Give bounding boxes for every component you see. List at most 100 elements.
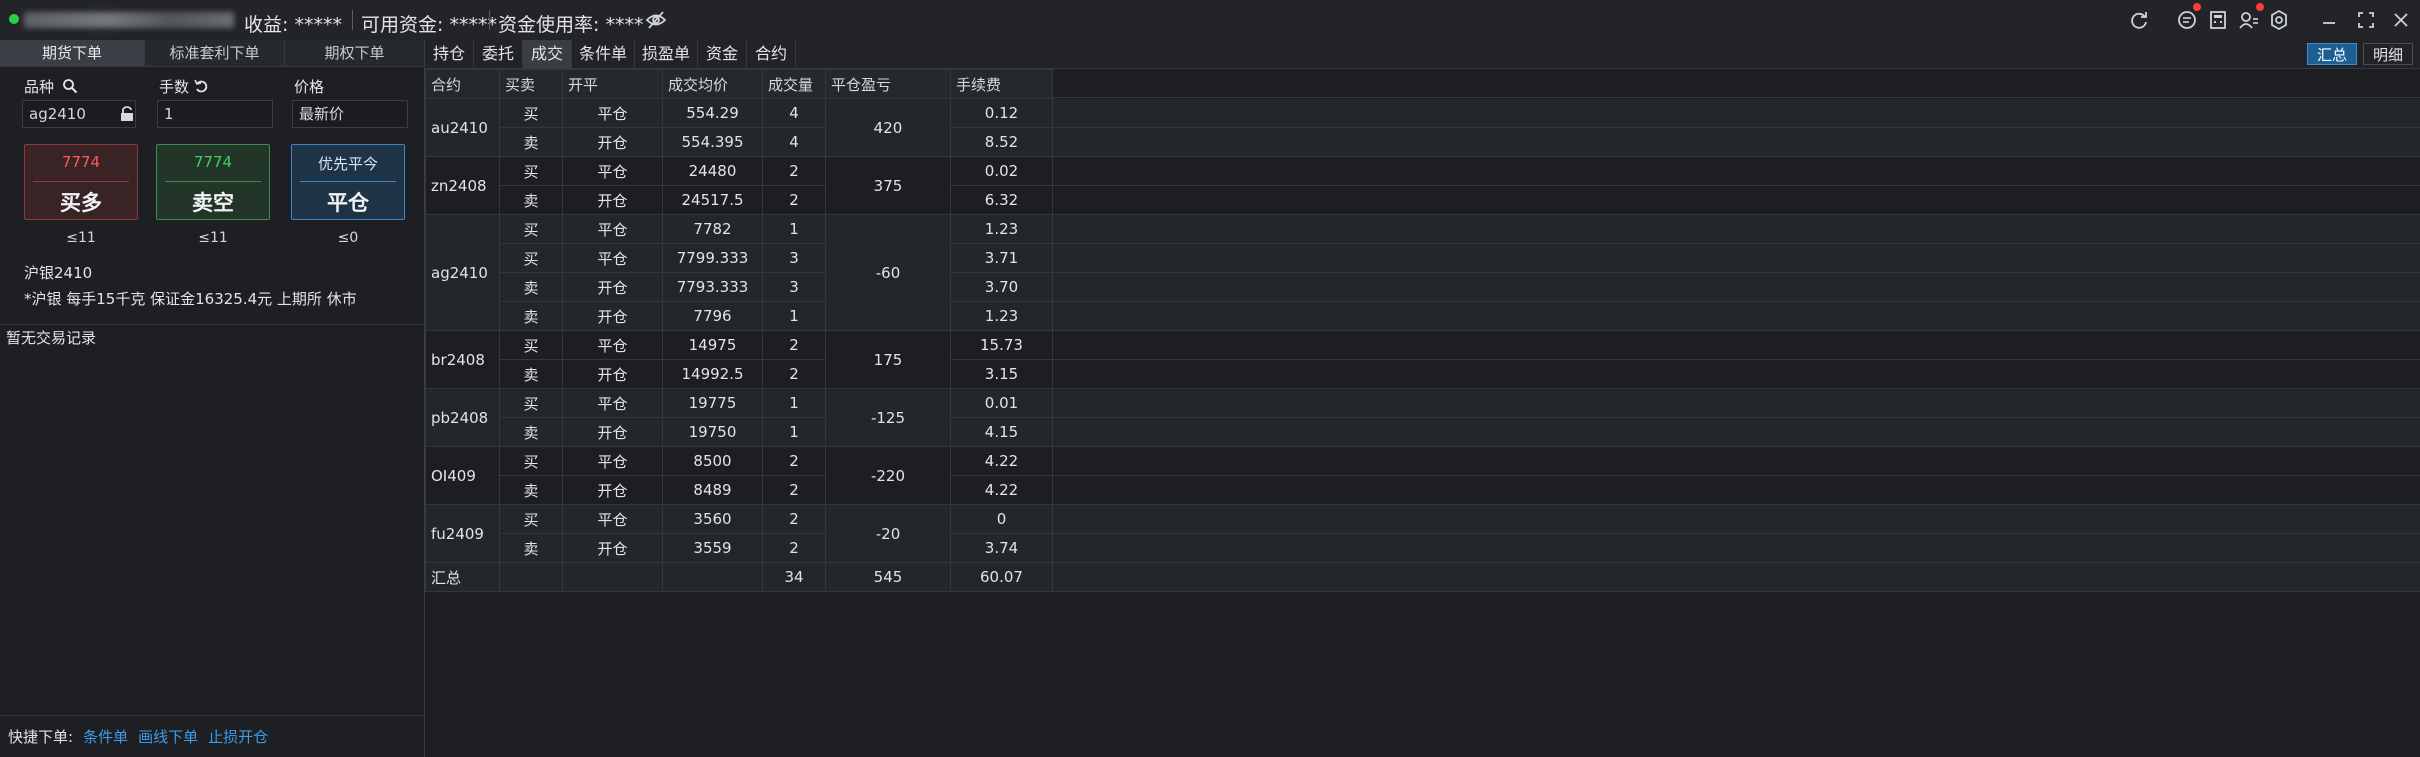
button-divider	[33, 181, 129, 182]
fee-cell: 6.32	[950, 185, 1053, 215]
table-row[interactable]: 卖开仓 19750 1 4.15	[426, 417, 1053, 447]
buy-price: 7774	[61, 153, 101, 171]
contract-cell: ag2410	[425, 214, 500, 331]
table-row[interactable]: 卖开仓 14992.5 2 3.15	[426, 359, 1053, 389]
profit-label: 收益: *****	[244, 14, 342, 36]
close-pnl-cell: -125	[825, 388, 951, 447]
column-header[interactable]: 成交量	[762, 69, 826, 99]
close-pnl-cell: -220	[825, 446, 951, 505]
avg-price-cell: 24517.5	[662, 185, 763, 215]
panel-divider	[0, 715, 424, 716]
avg-price-cell: 554.395	[662, 127, 763, 157]
fee-cell: 15.73	[950, 330, 1053, 360]
open-close-cell: 平仓	[562, 156, 663, 186]
sell-short-label: 卖空	[192, 191, 234, 215]
tab-arbitrage-order[interactable]: 标准套利下单	[145, 40, 285, 66]
table-row[interactable]: 卖开仓 3559 2 3.74	[426, 533, 1053, 563]
row-extension	[1053, 330, 2420, 360]
settings-gear-icon[interactable]	[2268, 9, 2290, 31]
tab-trades[interactable]: 成交	[523, 40, 572, 68]
side-cell: 卖	[499, 272, 563, 302]
table-row[interactable]: 卖开仓 8489 2 4.22	[426, 475, 1053, 505]
tab-orders[interactable]: 委托	[474, 40, 523, 68]
hide-eye-icon[interactable]	[645, 9, 667, 31]
column-header[interactable]: 开平	[562, 69, 663, 99]
column-header[interactable]: 成交均价	[662, 69, 763, 99]
column-header[interactable]: 买卖	[499, 69, 563, 99]
side-cell: 买	[499, 388, 563, 418]
variety-input[interactable]: ag2410	[22, 100, 136, 128]
row-extension	[1053, 98, 2420, 128]
volume-cell: 4	[762, 98, 826, 128]
calculator-icon[interactable]	[2207, 9, 2229, 31]
table-row[interactable]: pb2408 买平仓 19775 1 -125 0.01	[425, 388, 1053, 447]
detail-view-button[interactable]: 明细	[2363, 43, 2413, 65]
close-icon[interactable]	[2390, 9, 2412, 31]
table-row[interactable]: zn2408 买平仓 24480 2 375 0.02	[425, 156, 1053, 215]
column-header[interactable]: 手续费	[950, 69, 1053, 99]
quick-link-conditional[interactable]: 条件单	[83, 728, 129, 746]
table-row[interactable]: br2408 买平仓 14975 2 175 15.73	[425, 330, 1053, 389]
tab-positions[interactable]: 持仓	[425, 40, 474, 68]
unlock-icon[interactable]	[120, 106, 134, 122]
open-close-cell: 平仓	[562, 504, 663, 534]
fee-cell: 4.15	[950, 417, 1053, 447]
total-pnl: 545	[825, 562, 951, 592]
fee-cell: 3.15	[950, 359, 1053, 389]
close-position-button[interactable]: 优先平今 平仓	[291, 144, 405, 220]
table-row[interactable]: 卖开仓 554.395 4 8.52	[426, 127, 1053, 157]
sell-limit: ≤11	[198, 230, 228, 246]
table-row[interactable]: ag2410 买平仓 7782 1 -60 1.23	[425, 214, 1053, 331]
tab-funds[interactable]: 资金	[698, 40, 747, 68]
table-header-row: 合约 买卖 开平 成交均价 成交量 平仓盈亏 手续费	[425, 69, 1053, 99]
user-account-icon[interactable]	[2238, 9, 2260, 31]
maximize-icon[interactable]	[2355, 9, 2377, 31]
summary-view-button[interactable]: 汇总	[2307, 43, 2357, 65]
close-pnl-cell: -60	[825, 214, 951, 331]
contract-cell: br2408	[425, 330, 500, 389]
row-extension	[1053, 359, 2420, 389]
sell-short-button[interactable]: 7774 卖空	[156, 144, 270, 220]
column-header[interactable]: 平仓盈亏	[825, 69, 951, 99]
side-cell: 卖	[499, 417, 563, 447]
table-row[interactable]: 卖开仓 24517.5 2 6.32	[426, 185, 1053, 215]
fee-cell: 0.01	[950, 388, 1053, 418]
fee-cell: 0	[950, 504, 1053, 534]
tab-stop-profit-loss[interactable]: 损盈单	[635, 40, 698, 68]
minimize-icon[interactable]	[2318, 9, 2340, 31]
price-input[interactable]: 最新价	[292, 100, 408, 128]
fee-cell: 3.70	[950, 272, 1053, 302]
contract-name: 沪银2410	[24, 264, 93, 282]
tab-options-order[interactable]: 期权下单	[324, 44, 385, 62]
table-row[interactable]: OI409 买平仓 8500 2 -220 4.22	[425, 446, 1053, 505]
row-extension	[1053, 446, 2420, 476]
quick-link-drawline[interactable]: 画线下单	[138, 728, 199, 746]
table-row[interactable]: 卖开仓 7793.333 3 3.70	[426, 272, 1053, 302]
tab-contracts[interactable]: 合约	[747, 40, 796, 68]
tab-conditional[interactable]: 条件单	[572, 40, 635, 68]
volume-cell: 2	[762, 330, 826, 360]
reset-icon[interactable]	[193, 78, 209, 94]
search-icon[interactable]	[62, 78, 78, 94]
table-row[interactable]: au2410 买平仓 554.29 4 420 0.12	[425, 98, 1053, 157]
close-pnl-cell: 175	[825, 330, 951, 389]
side-cell: 买	[499, 214, 563, 244]
row-extension	[1053, 127, 2420, 157]
column-header[interactable]: 合约	[425, 69, 500, 99]
row-extension	[1053, 156, 2420, 186]
table-row[interactable]: 买平仓 7799.333 3 3.71	[426, 243, 1053, 273]
volume-cell: 2	[762, 185, 826, 215]
quantity-input[interactable]: 1	[157, 100, 273, 128]
quick-link-stoploss-open[interactable]: 止损开仓	[208, 728, 269, 746]
title-separator	[489, 10, 490, 30]
refresh-icon[interactable]	[2128, 9, 2150, 31]
side-cell: 买	[499, 330, 563, 360]
table-row[interactable]: 卖开仓 7796 1 1.23	[426, 301, 1053, 331]
price-label: 价格	[294, 78, 325, 96]
buy-long-button[interactable]: 7774 买多	[24, 144, 138, 220]
message-icon[interactable]	[2176, 9, 2198, 31]
tab-futures-order[interactable]: 期货下单	[0, 40, 145, 66]
table-row[interactable]: fu2409 买平仓 3560 2 -20 0	[425, 504, 1053, 563]
row-extension	[1053, 185, 2420, 215]
volume-cell: 2	[762, 504, 826, 534]
